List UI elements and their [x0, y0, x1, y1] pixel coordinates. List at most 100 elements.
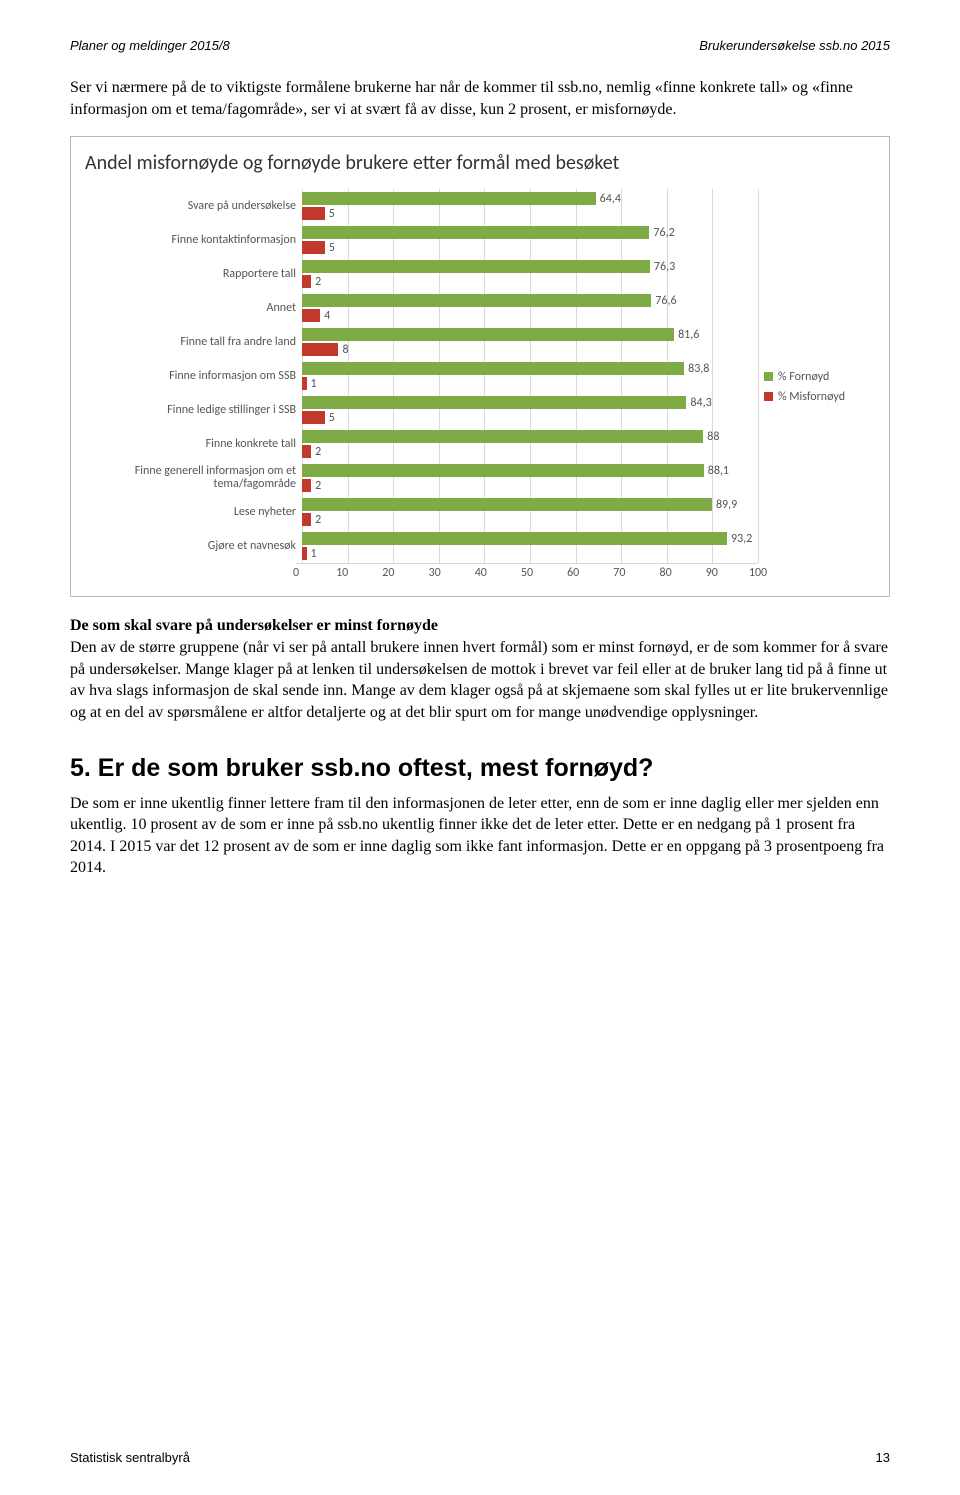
- axis-tick: 100: [749, 566, 767, 580]
- bar-value: 2: [315, 275, 321, 289]
- bar-fornoyd: 83,8: [302, 362, 684, 375]
- bar-fornoyd: 88,1: [302, 464, 704, 477]
- category-label: Finne kontaktinformasjon: [81, 223, 302, 257]
- bar-fornoyd: 81,6: [302, 328, 674, 341]
- bar-value: 5: [329, 207, 335, 221]
- bar-misfornoyd: 2: [302, 445, 311, 458]
- legend-label: % Fornøyd: [778, 370, 829, 384]
- bar-fornoyd: 76,3: [302, 260, 650, 273]
- category-label: Rapportere tall: [81, 257, 302, 291]
- axis-tick: 0: [293, 566, 299, 580]
- axis-tick: 80: [660, 566, 672, 580]
- bar-value: 76,2: [653, 226, 674, 240]
- chart-row: Finne kontaktinformasjon76,25: [81, 223, 758, 257]
- page-footer: Statistisk sentralbyrå 13: [70, 1450, 890, 1465]
- bars-cell: 81,68: [302, 325, 758, 359]
- bars-cell: 83,81: [302, 359, 758, 393]
- category-label: Gjøre et navnesøk: [81, 529, 302, 563]
- footer-right: 13: [876, 1450, 890, 1465]
- bar-value: 88,1: [708, 464, 729, 478]
- bar-misfornoyd: 1: [302, 377, 307, 390]
- section2-body: Den av de større gruppene (når vi ser på…: [70, 637, 890, 723]
- bars-cell: 93,21: [302, 529, 758, 563]
- legend-item: % Misfornøyd: [764, 390, 879, 404]
- bar-value: 88: [707, 430, 719, 444]
- chart-title: Andel misfornøyde og fornøyde brukere et…: [85, 151, 879, 175]
- page-header: Planer og meldinger 2015/8 Brukerundersø…: [70, 38, 890, 53]
- axis-tick: 20: [382, 566, 394, 580]
- chart-row: Annet76,64: [81, 291, 758, 325]
- bar-value: 2: [315, 513, 321, 527]
- bar-value: 1: [311, 547, 317, 561]
- bar-misfornoyd: 5: [302, 207, 325, 220]
- bar-value: 84,3: [690, 396, 711, 410]
- bar-misfornoyd: 2: [302, 275, 311, 288]
- chart-row: Lese nyheter89,92: [81, 495, 758, 529]
- bar-value: 64,4: [600, 192, 621, 206]
- bar-fornoyd: 64,4: [302, 192, 596, 205]
- bar-misfornoyd: 2: [302, 479, 311, 492]
- bar-misfornoyd: 5: [302, 411, 325, 424]
- chart-row: Svare på undersøkelse64,45: [81, 189, 758, 223]
- chart-legend: % Fornøyd % Misfornøyd: [758, 189, 879, 584]
- category-label: Lese nyheter: [81, 495, 302, 529]
- header-right: Brukerundersøkelse ssb.no 2015: [699, 38, 890, 53]
- axis-tick: 10: [336, 566, 348, 580]
- category-label: Finne konkrete tall: [81, 427, 302, 461]
- bar-misfornoyd: 1: [302, 547, 307, 560]
- chart-row: Finne ledige stillinger i SSB84,35: [81, 393, 758, 427]
- bar-value: 76,3: [654, 260, 675, 274]
- intro-paragraph: Ser vi nærmere på de to viktigste formål…: [70, 77, 890, 120]
- category-label: Svare på undersøkelse: [81, 189, 302, 223]
- category-label: Annet: [81, 291, 302, 325]
- legend-item: % Fornøyd: [764, 370, 879, 384]
- bar-fornoyd: 84,3: [302, 396, 686, 409]
- bar-value: 83,8: [688, 362, 709, 376]
- bar-value: 93,2: [731, 532, 752, 546]
- bar-value: 4: [324, 309, 330, 323]
- bar-value: 89,9: [716, 498, 737, 512]
- bars-cell: 76,32: [302, 257, 758, 291]
- chart-plot: Svare på undersøkelse64,45Finne kontakti…: [81, 189, 758, 584]
- bar-value: 2: [315, 445, 321, 459]
- axis-tick: 60: [567, 566, 579, 580]
- chart-row: Finne konkrete tall882: [81, 427, 758, 461]
- chart-row: Finne generell informasjon om et tema/fa…: [81, 461, 758, 495]
- bar-fornoyd: 88: [302, 430, 703, 443]
- axis-tick: 40: [475, 566, 487, 580]
- bars-cell: 88,12: [302, 461, 758, 495]
- bar-fornoyd: 76,2: [302, 226, 649, 239]
- chart-container: Andel misfornøyde og fornøyde brukere et…: [70, 136, 890, 597]
- bar-value: 81,6: [678, 328, 699, 342]
- axis-tick: 70: [613, 566, 625, 580]
- bar-fornoyd: 93,2: [302, 532, 727, 545]
- bars-cell: 76,25: [302, 223, 758, 257]
- bar-value: 1: [311, 377, 317, 391]
- header-left: Planer og meldinger 2015/8: [70, 38, 230, 53]
- bar-misfornoyd: 4: [302, 309, 320, 322]
- category-label: Finne ledige stillinger i SSB: [81, 393, 302, 427]
- category-label: Finne tall fra andre land: [81, 325, 302, 359]
- bar-value: 5: [329, 241, 335, 255]
- legend-swatch: [764, 392, 773, 401]
- chart-row: Gjøre et navnesøk93,21: [81, 529, 758, 563]
- axis-tick: 90: [706, 566, 718, 580]
- category-label: Finne generell informasjon om et tema/fa…: [81, 461, 302, 495]
- chart-row: Finne tall fra andre land81,68: [81, 325, 758, 359]
- axis-tick: 30: [429, 566, 441, 580]
- legend-label: % Misfornøyd: [778, 390, 845, 404]
- section3-body: De som er inne ukentlig finner lettere f…: [70, 793, 890, 879]
- axis-tick: 50: [521, 566, 533, 580]
- bars-cell: 64,45: [302, 189, 758, 223]
- bar-fornoyd: 89,9: [302, 498, 712, 511]
- bars-cell: 88 2: [302, 427, 758, 461]
- bar-value: 8: [342, 343, 348, 357]
- chart-row: Rapportere tall76,32: [81, 257, 758, 291]
- legend-swatch: [764, 372, 773, 381]
- bars-cell: 89,92: [302, 495, 758, 529]
- chart-row: Finne informasjon om SSB83,81: [81, 359, 758, 393]
- bar-misfornoyd: 5: [302, 241, 325, 254]
- bars-cell: 76,64: [302, 291, 758, 325]
- bars-cell: 84,35: [302, 393, 758, 427]
- section2-heading: De som skal svare på undersøkelser er mi…: [70, 617, 890, 635]
